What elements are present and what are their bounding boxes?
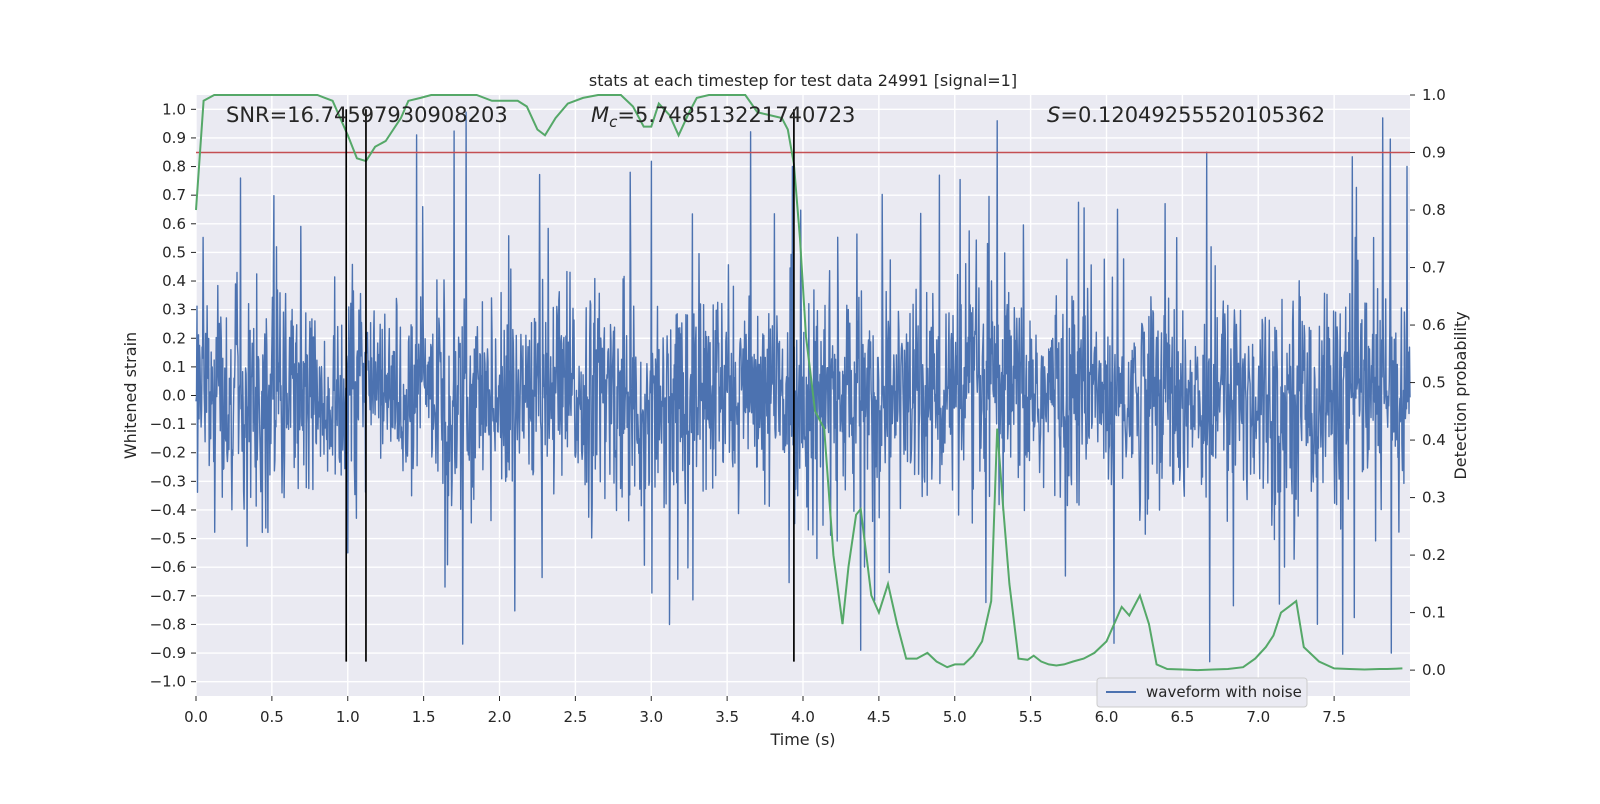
y-axis-label-right: Detection probability bbox=[1451, 311, 1470, 479]
y-left-tick-label: −0.3 bbox=[150, 472, 186, 490]
y-left-tick-label: −0.4 bbox=[150, 501, 186, 519]
x-tick-label: 1.0 bbox=[336, 708, 360, 726]
series-waveform-with-noise bbox=[195, 111, 1411, 663]
y-left-tick-label: −0.1 bbox=[150, 415, 186, 433]
y-left-tick-label: −0.7 bbox=[150, 587, 186, 605]
annotation-s-symbol: S bbox=[1047, 103, 1060, 127]
y-right-tick-label: 0.3 bbox=[1422, 489, 1446, 507]
y-left-tick-label: −1.0 bbox=[150, 673, 186, 691]
x-axis-label: Time (s) bbox=[769, 730, 835, 749]
x-tick-label: 3.5 bbox=[715, 708, 739, 726]
chart-title: stats at each timestep for test data 249… bbox=[589, 71, 1017, 90]
y-right-tick-label: 1.0 bbox=[1422, 86, 1446, 104]
x-tick-label: 7.5 bbox=[1322, 708, 1346, 726]
y-left-tick-label: −0.2 bbox=[150, 444, 186, 462]
y-left-tick-label: −0.8 bbox=[150, 615, 186, 633]
y-left-tick-label: 0.2 bbox=[162, 329, 186, 347]
y-left-tick-label: 0.3 bbox=[162, 301, 186, 319]
y-left-tick-label: −0.5 bbox=[150, 530, 186, 548]
y-right-tick-label: 0.2 bbox=[1422, 546, 1446, 564]
x-tick-label: 2.0 bbox=[488, 708, 512, 726]
y-left-tick-label: 0.0 bbox=[162, 387, 186, 405]
annotation-s-value: =0.12049255520105362 bbox=[1060, 103, 1325, 127]
legend-box bbox=[1096, 677, 1308, 708]
x-tick-label: 7.0 bbox=[1246, 708, 1270, 726]
y-right-tick-label: 0.6 bbox=[1422, 316, 1446, 334]
x-tick-label: 5.0 bbox=[943, 708, 967, 726]
series-detection-probability bbox=[195, 94, 1403, 672]
x-tick-label: 0.5 bbox=[260, 708, 284, 726]
x-tick-label: 4.0 bbox=[791, 708, 815, 726]
y-right-tick-label: 0.1 bbox=[1422, 604, 1446, 622]
y-left-tick-label: 1.0 bbox=[162, 100, 186, 118]
y-right-tick-label: 0.5 bbox=[1422, 374, 1446, 392]
y-axis-label-left: Whitened strain bbox=[121, 332, 140, 459]
y-left-tick-label: 0.7 bbox=[162, 186, 186, 204]
y-left-tick-label: 0.5 bbox=[162, 243, 186, 261]
y-right-tick-label: 0.0 bbox=[1422, 661, 1446, 679]
annotation-snr: SNR=16.74597930908203 bbox=[226, 103, 508, 127]
y-left-tick-label: 0.8 bbox=[162, 158, 186, 176]
x-tick-label: 1.5 bbox=[412, 708, 436, 726]
annotation-chirp-mass-symbol: M bbox=[591, 103, 609, 127]
annotation-s: S=0.12049255520105362 bbox=[1047, 103, 1325, 127]
annotation-chirp-mass-subscript: c bbox=[609, 113, 618, 131]
y-right-tick-label: 0.7 bbox=[1422, 259, 1446, 277]
y-left-tick-label: 0.4 bbox=[162, 272, 186, 290]
x-tick-label: 6.0 bbox=[1095, 708, 1119, 726]
annotation-chirp-mass: Mc=5.748513221740723 bbox=[591, 103, 855, 131]
y-left-tick-label: 0.9 bbox=[162, 129, 186, 147]
x-tick-label: 3.0 bbox=[639, 708, 663, 726]
y-right-tick-label: 0.4 bbox=[1422, 431, 1446, 449]
y-left-tick-label: 0.1 bbox=[162, 358, 186, 376]
legend: waveform with noise bbox=[1096, 677, 1308, 708]
x-tick-label: 0.0 bbox=[184, 708, 208, 726]
y-right-tick-label: 0.9 bbox=[1422, 144, 1446, 162]
x-tick-label: 6.5 bbox=[1170, 708, 1194, 726]
y-left-tick-label: −0.9 bbox=[150, 644, 186, 662]
x-tick-label: 5.5 bbox=[1019, 708, 1043, 726]
y-left-tick-label: 0.6 bbox=[162, 215, 186, 233]
legend-label-waveform: waveform with noise bbox=[1146, 683, 1302, 701]
x-tick-label: 4.5 bbox=[867, 708, 891, 726]
y-left-tick-label: −0.6 bbox=[150, 558, 186, 576]
y-right-tick-label: 0.8 bbox=[1422, 201, 1446, 219]
annotation-chirp-mass-value: =5.748513221740723 bbox=[617, 103, 855, 127]
x-tick-label: 2.5 bbox=[563, 708, 587, 726]
